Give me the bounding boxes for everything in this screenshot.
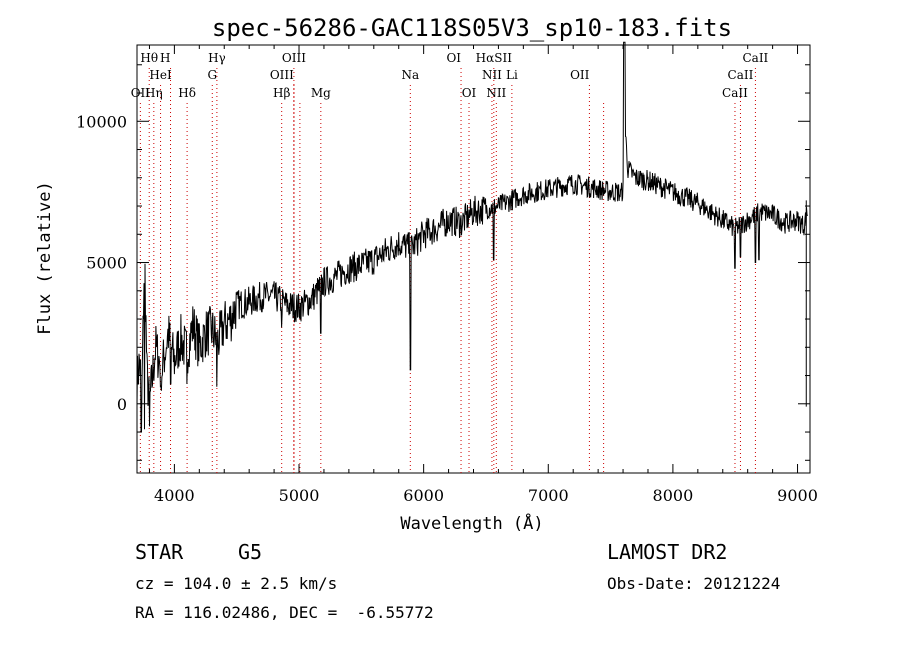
line-label-5: HαSII [476, 51, 513, 65]
x-axis-label: Wavelength (Å) [400, 512, 543, 534]
line-label-23: CaII [722, 86, 748, 100]
line-label-2: Hγ [208, 51, 226, 65]
line-label-6: CaII [742, 51, 768, 65]
plot-frame [136, 44, 811, 474]
y-tick-label-10000: 10000 [76, 112, 127, 131]
y-tick-label-0: 0 [117, 395, 127, 414]
line-label-4: OI [446, 51, 461, 65]
line-label-18: Hβ [273, 86, 290, 100]
line-label-1: H [160, 51, 170, 65]
object-class: STAR [135, 540, 184, 564]
y-tick-label-5000: 5000 [86, 254, 127, 273]
line-label-12: Li [506, 68, 518, 82]
spectrum-line [136, 41, 808, 433]
line-label-3: OIII [282, 51, 306, 65]
x-tick-label-9000: 9000 [777, 486, 818, 505]
line-label-13: OII [570, 68, 590, 82]
survey-name: LAMOST DR2 [607, 540, 728, 564]
line-label-16: Hη [145, 86, 163, 100]
line-label-17: Hδ [178, 86, 196, 100]
line-label-21: OI [462, 86, 477, 100]
line-label-14: CaII [728, 68, 754, 82]
line-label-7: HeI [149, 68, 172, 82]
line-label-10: Na [401, 68, 419, 82]
line-label-22: NII [486, 86, 506, 100]
redshift-readout: cz = 104.0 ± 2.5 km/s [135, 574, 338, 593]
line-label-11: NII [482, 68, 502, 82]
y-axis-label: Flux (relative) [35, 181, 55, 335]
x-tick-label-4000: 4000 [154, 486, 195, 505]
spectral-subclass: G5 [238, 540, 263, 564]
x-tick-label-7000: 7000 [528, 486, 569, 505]
x-tick-label-8000: 8000 [653, 486, 694, 505]
line-label-0: Hθ [140, 51, 158, 65]
line-label-8: G [207, 68, 217, 82]
coordinates-readout: RA = 116.02486, DEC = -6.55772 [135, 603, 434, 622]
x-tick-label-6000: 6000 [403, 486, 444, 505]
line-label-20: Mg [311, 86, 331, 100]
line-label-9: OIII [270, 68, 294, 82]
chart-title: spec-56286-GAC118S05V3_sp10-183.fits [212, 14, 732, 42]
x-tick-label-5000: 5000 [279, 486, 320, 505]
obs-date: Obs-Date: 20121224 [607, 574, 781, 593]
